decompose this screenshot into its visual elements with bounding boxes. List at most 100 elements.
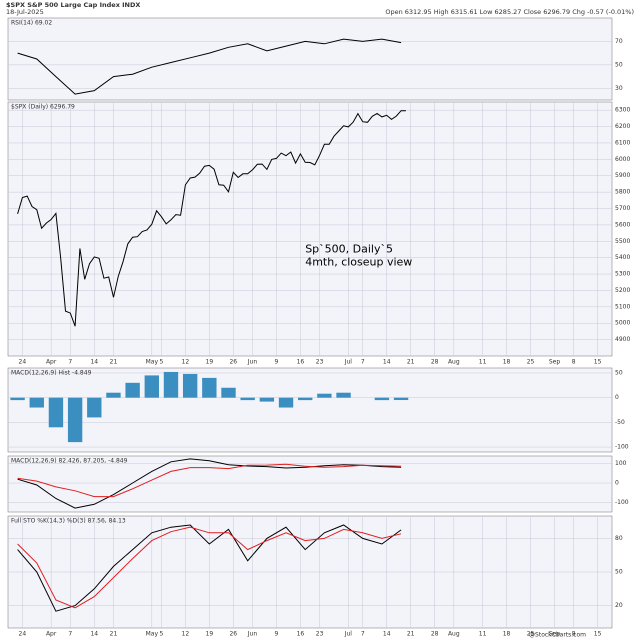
y-tick-label: 5300 bbox=[615, 271, 630, 278]
panel-label: $SPX (Daily) 6296.79 bbox=[11, 104, 75, 111]
panel-label: MACD(12,26,9) 82.426, 87.205, -4.849 bbox=[11, 458, 128, 465]
x-tick-label: Jun bbox=[247, 359, 258, 366]
y-tick-label: 6300 bbox=[615, 107, 630, 114]
x-tick-label: 15 bbox=[594, 359, 602, 366]
y-tick-label: 100 bbox=[615, 460, 627, 467]
bar bbox=[67, 397, 83, 443]
bar bbox=[278, 397, 294, 408]
x-tick-label: 23 bbox=[316, 359, 324, 366]
series-line bbox=[17, 38, 402, 95]
x-tick-label: Aug bbox=[448, 359, 460, 366]
bar bbox=[144, 375, 159, 398]
x-tick-label: 24 bbox=[19, 359, 27, 366]
x-tick-label: 5 bbox=[159, 631, 163, 638]
y-tick-label: 20 bbox=[615, 602, 623, 609]
x-tick-label: 21 bbox=[110, 631, 118, 638]
x-tick-label: Apr bbox=[46, 359, 57, 366]
x-tick-label: 23 bbox=[316, 631, 324, 638]
x-tick-label: May bbox=[146, 631, 159, 638]
y-tick-label: 6100 bbox=[615, 139, 630, 146]
x-tick-label: 25 bbox=[527, 359, 535, 366]
bar bbox=[259, 397, 275, 402]
x-tick-label: 5 bbox=[159, 359, 163, 366]
x-tick-label: 19 bbox=[206, 359, 214, 366]
x-tick-label: 9 bbox=[275, 359, 279, 366]
x-tick-label: 25 bbox=[527, 631, 535, 638]
bar bbox=[240, 397, 255, 401]
y-tick-label: 50 bbox=[615, 61, 623, 68]
panel-label: Full STO %K(14,3) %D(3) 87.56, 84.13 bbox=[11, 518, 126, 525]
x-tick-label: Jun bbox=[247, 631, 258, 638]
bar bbox=[374, 397, 390, 401]
series-line bbox=[17, 463, 402, 498]
panel bbox=[7, 17, 613, 101]
x-tick-label: 8 bbox=[572, 631, 576, 638]
x-tick-label: 16 bbox=[297, 631, 305, 638]
y-tick-label: 4900 bbox=[615, 336, 630, 343]
y-tick-label: 70 bbox=[615, 38, 623, 45]
y-tick-label: 5400 bbox=[615, 254, 630, 261]
x-tick-label: 26 bbox=[229, 631, 237, 638]
y-tick-label: 5900 bbox=[615, 172, 630, 179]
x-tick-label: 7 bbox=[68, 359, 72, 366]
y-tick-label: 5700 bbox=[615, 205, 630, 212]
x-tick-label: 28 bbox=[431, 631, 439, 638]
bar bbox=[393, 397, 409, 401]
x-tick-label: 14 bbox=[90, 631, 98, 638]
y-tick-label: 5100 bbox=[615, 303, 630, 310]
y-tick-label: 5200 bbox=[615, 287, 630, 294]
x-tick-label: 11 bbox=[479, 631, 487, 638]
y-tick-label: 5800 bbox=[615, 189, 630, 196]
y-tick-label: 5500 bbox=[615, 238, 630, 245]
x-tick-label: 21 bbox=[407, 359, 415, 366]
y-tick-label: 50 bbox=[615, 569, 623, 576]
quote: Open 6312.95 High 6315.61 Low 6285.27 Cl… bbox=[385, 8, 634, 16]
x-tick-label: Aug bbox=[448, 631, 460, 638]
bar bbox=[298, 397, 313, 401]
x-tick-label: Sep bbox=[549, 631, 561, 638]
bar bbox=[336, 392, 351, 398]
x-tick-label: Sep bbox=[549, 359, 561, 366]
x-tick-label: 14 bbox=[383, 631, 391, 638]
panel bbox=[7, 367, 613, 453]
x-tick-label: 16 bbox=[297, 359, 305, 366]
bar bbox=[29, 397, 44, 408]
x-tick-label: 11 bbox=[479, 359, 487, 366]
series-line bbox=[17, 526, 402, 609]
x-tick-label: Apr bbox=[46, 631, 57, 638]
series-line bbox=[17, 458, 402, 509]
symbol: $SPX S&P 500 Large Cap Index INDX bbox=[6, 1, 140, 9]
panel-label: MACD(12,26,9) Hist -4.849 bbox=[11, 370, 92, 377]
bar bbox=[125, 382, 140, 398]
x-tick-label: 7 bbox=[68, 631, 72, 638]
x-tick-label: Jul bbox=[344, 631, 353, 638]
bar bbox=[10, 397, 25, 401]
date: 18-Jul-2025 bbox=[6, 8, 44, 16]
x-tick-label: 28 bbox=[431, 359, 439, 366]
x-tick-label: May bbox=[146, 359, 159, 366]
credit: @StockCharts.com bbox=[529, 632, 586, 639]
y-tick-label: 30 bbox=[615, 85, 623, 92]
panel bbox=[7, 101, 613, 357]
bar bbox=[202, 377, 217, 398]
bar bbox=[163, 371, 179, 398]
x-tick-label: 14 bbox=[90, 359, 98, 366]
y-tick-label: -100 bbox=[615, 444, 629, 451]
y-tick-label: -100 bbox=[615, 499, 629, 506]
bar bbox=[106, 392, 121, 398]
x-tick-label: 15 bbox=[594, 631, 602, 638]
series-line bbox=[17, 110, 406, 327]
annotation: Sp`500, Daily`5 4mth, closeup view bbox=[305, 242, 412, 268]
y-tick-label: 5000 bbox=[615, 320, 630, 327]
x-tick-label: 12 bbox=[182, 359, 190, 366]
x-tick-label: 7 bbox=[361, 631, 365, 638]
x-tick-label: 19 bbox=[206, 631, 214, 638]
x-tick-label: 21 bbox=[407, 631, 415, 638]
y-tick-label: 0 bbox=[615, 480, 619, 487]
x-tick-label: 18 bbox=[503, 359, 511, 366]
panel bbox=[7, 455, 613, 513]
y-tick-label: 5600 bbox=[615, 221, 630, 228]
x-tick-label: 18 bbox=[503, 631, 511, 638]
series-line bbox=[17, 524, 402, 612]
y-tick-label: 0 bbox=[615, 394, 619, 401]
